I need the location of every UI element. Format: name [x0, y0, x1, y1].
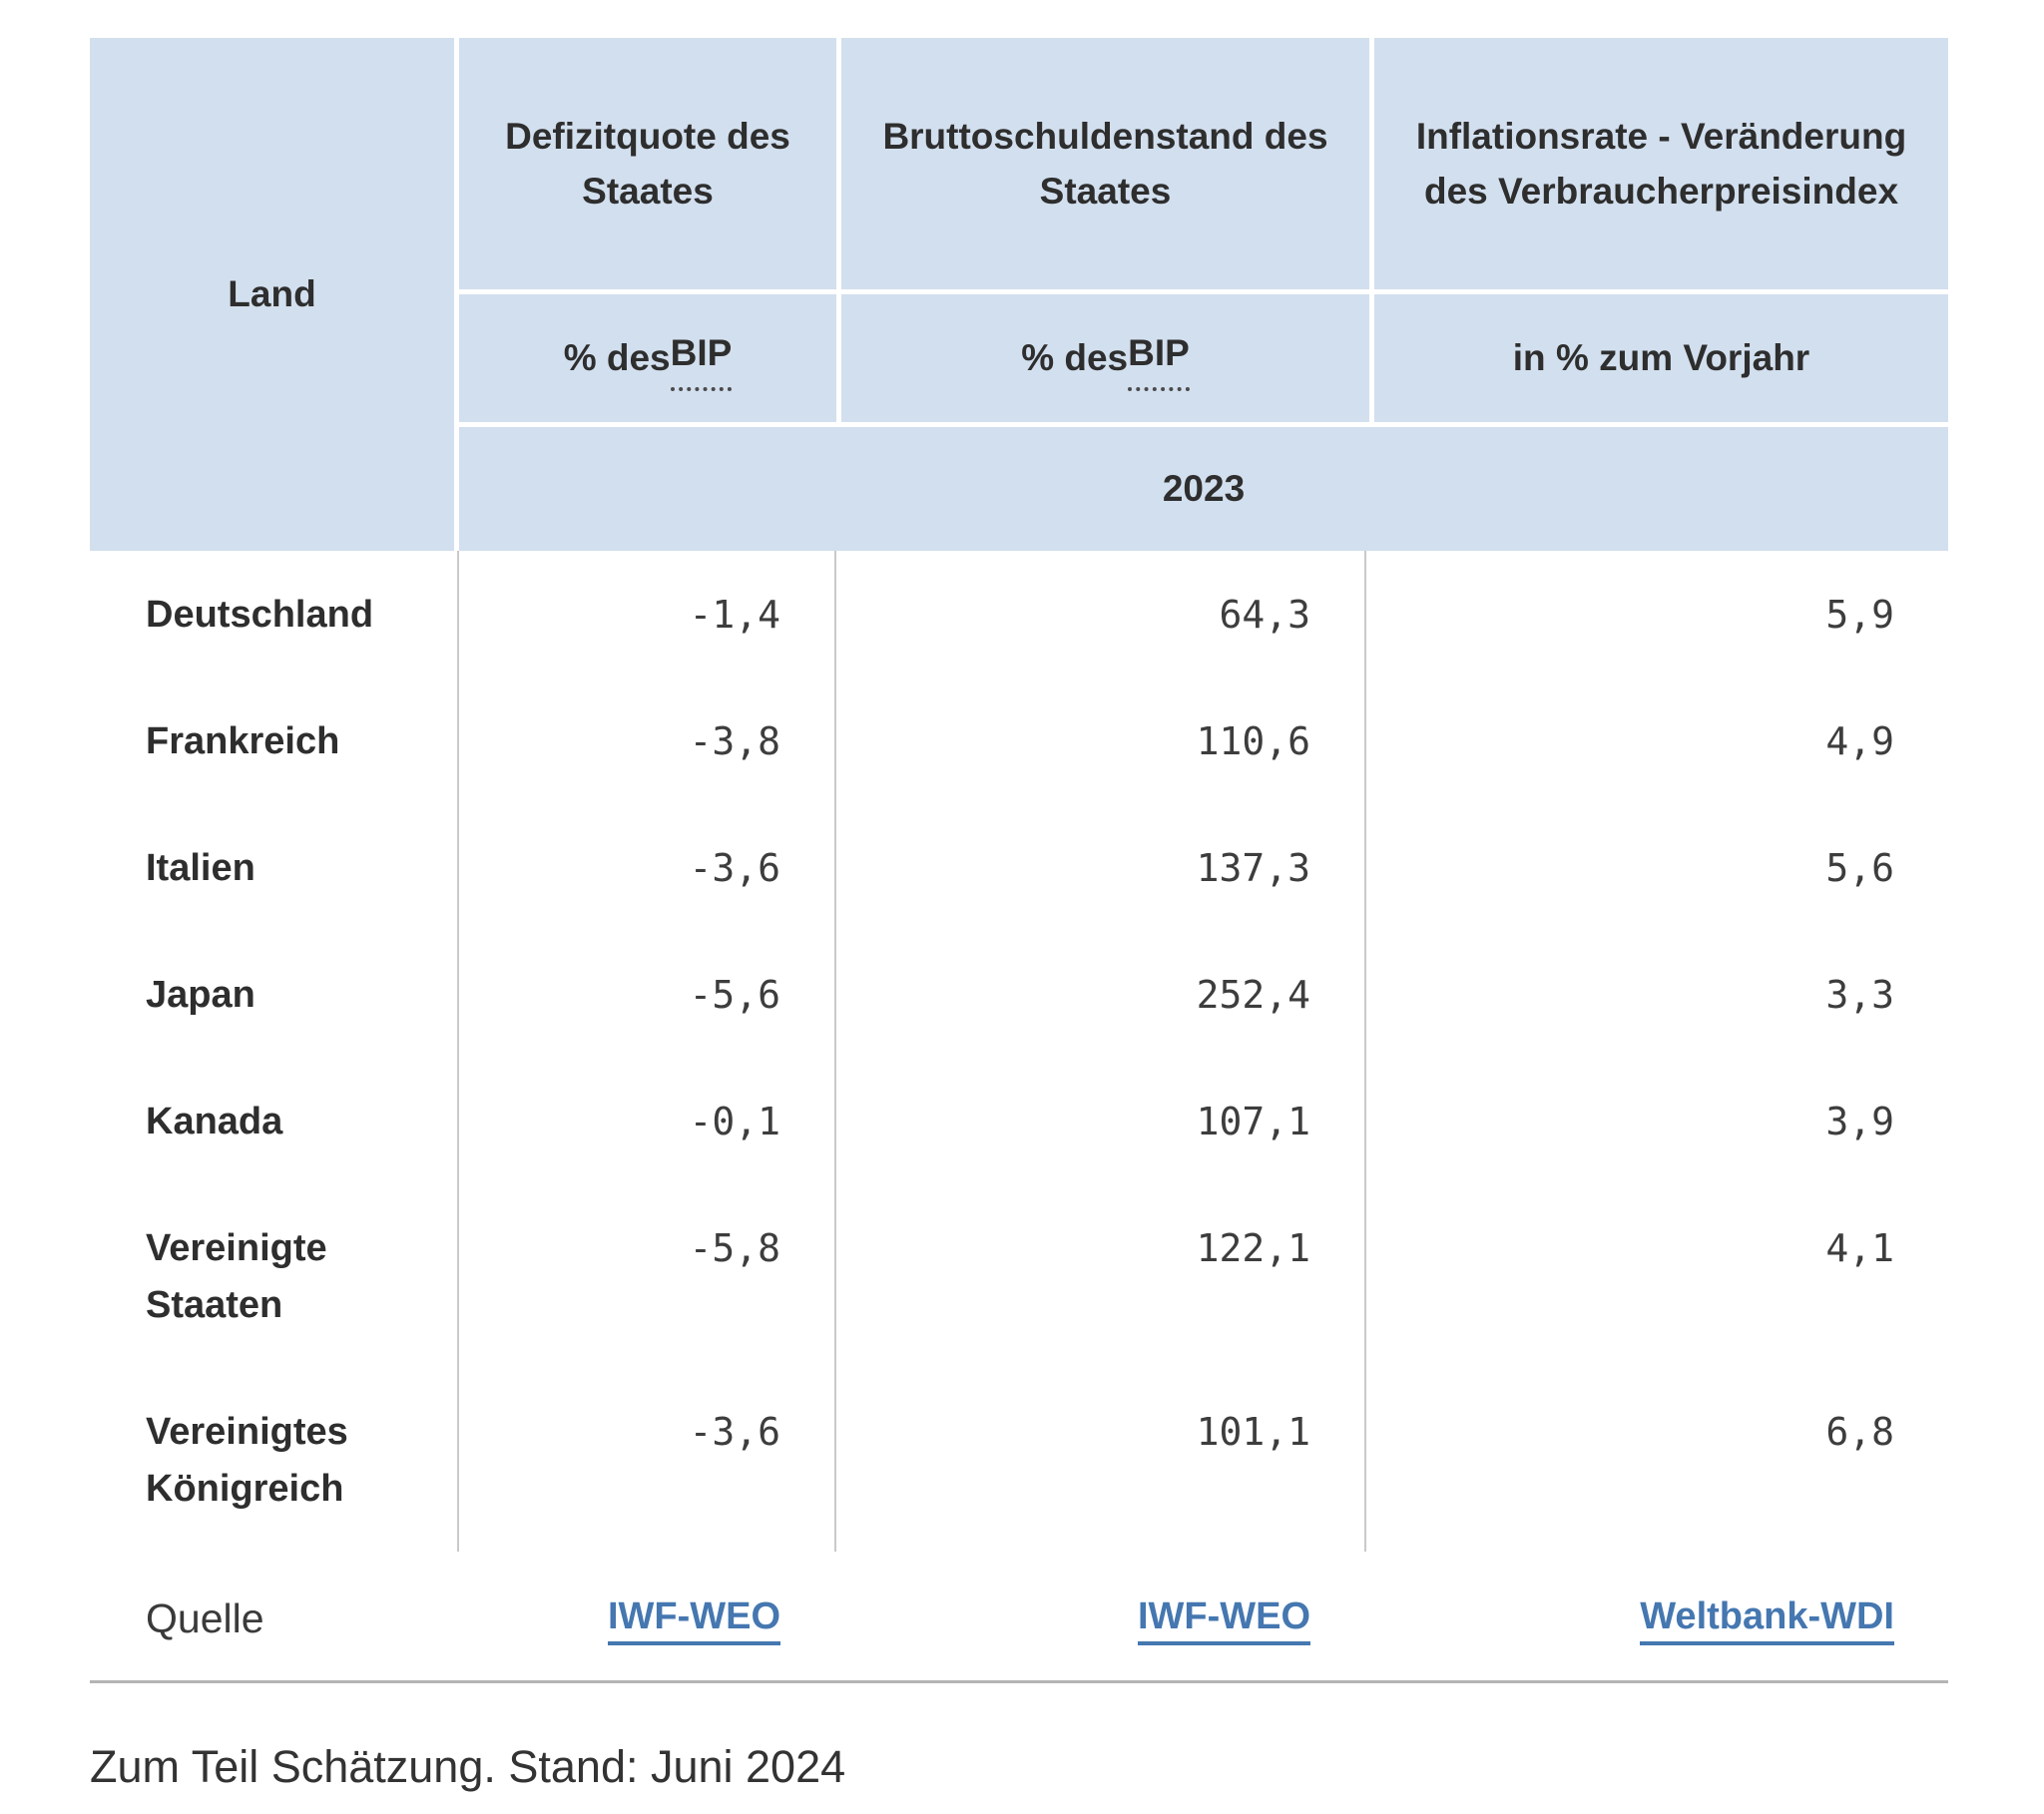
source-link-weltbank-wdi[interactable]: Weltbank-WDI [1640, 1595, 1894, 1645]
bruttoschuldenstand-value: 252,4 [834, 931, 1364, 1058]
bruttoschuldenstand-value: 64,3 [834, 551, 1364, 678]
land-label: Land [228, 273, 316, 315]
table-row: Vereinigte Staaten -5,8 122,1 4,1 [90, 1184, 1948, 1368]
table-row: Frankreich -3,8 110,6 4,9 [90, 678, 1948, 804]
bruttoschuldenstand-value: 101,1 [834, 1368, 1364, 1552]
inflationsrate-value: 5,9 [1364, 551, 1948, 678]
table-row: Deutschland -1,4 64,3 5,9 [90, 551, 1948, 678]
bip-abbreviation[interactable]: BIP [1128, 325, 1190, 392]
header-unit-defizitquote: % des BIP [459, 294, 836, 422]
table-row: Japan -5,6 252,4 3,3 [90, 931, 1948, 1058]
source-link-iwf-weo[interactable]: IWF-WEO [1137, 1595, 1310, 1645]
inflationsrate-value: 6,8 [1364, 1368, 1948, 1552]
inflationsrate-value: 5,6 [1364, 804, 1948, 931]
source-link-iwf-weo[interactable]: IWF-WEO [607, 1595, 780, 1645]
bruttoschuldenstand-value: 137,3 [834, 804, 1364, 931]
country-name: Frankreich [146, 720, 340, 762]
defizitquote-value: -3,8 [457, 678, 834, 804]
header-year-cell: 2023 [459, 427, 1948, 551]
bruttoschuldenstand-value: 107,1 [834, 1058, 1364, 1184]
inflationsrate-value: 4,1 [1364, 1184, 1948, 1368]
header-unit-bruttoschuldenstand: % des BIP [841, 294, 1369, 422]
defizitquote-value: -3,6 [457, 804, 834, 931]
g7-economy-table-page: Land Defizitquote des Staates Bruttoschu… [90, 38, 1948, 1798]
country-name: Japan [146, 974, 256, 1016]
table-row: Vereinigtes Königreich -3,6 101,1 6,8 [90, 1368, 1948, 1552]
inflationsrate-value: 3,9 [1364, 1058, 1948, 1184]
header-cell-land: Land [90, 38, 454, 551]
unit-text: % des [1021, 337, 1129, 379]
table-header: Land Defizitquote des Staates Bruttoschu… [90, 38, 1948, 551]
footer-divider [90, 1680, 1948, 1683]
unit-text: in % zum Vorjahr [1512, 337, 1810, 379]
defizitquote-value: -3,6 [457, 1368, 834, 1552]
bruttoschuldenstand-value: 110,6 [834, 678, 1364, 804]
table-body: Deutschland -1,4 64,3 5,9 Frankreich -3,… [90, 551, 1948, 1552]
table-row: Italien -3,6 137,3 5,6 [90, 804, 1948, 931]
defizitquote-value: -1,4 [457, 551, 834, 678]
country-name: Kanada [146, 1101, 283, 1142]
defizitquote-value: -5,6 [457, 931, 834, 1058]
header-unit-inflationsrate: in % zum Vorjahr [1374, 294, 1948, 422]
source-cell-bruttoschuldenstand: IWF-WEO [834, 1552, 1364, 1680]
source-cell-inflationsrate: Weltbank-WDI [1364, 1552, 1948, 1680]
table-row: Kanada -0,1 107,1 3,9 [90, 1058, 1948, 1184]
country-name: Italien [146, 847, 256, 889]
inflationsrate-value: 3,3 [1364, 931, 1948, 1058]
header-title-bruttoschuldenstand: Bruttoschuldenstand des Staates [841, 38, 1369, 289]
header-title-defizitquote: Defizitquote des Staates [459, 38, 836, 289]
defizitquote-value: -0,1 [457, 1058, 834, 1184]
inflationsrate-value: 4,9 [1364, 678, 1948, 804]
country-name: Vereinigte Staaten [146, 1227, 327, 1326]
bip-abbreviation[interactable]: BIP [670, 325, 733, 392]
source-cell-defizitquote: IWF-WEO [457, 1552, 834, 1680]
source-row: Quelle IWF-WEO IWF-WEO Weltbank-WDI [90, 1552, 1948, 1680]
header-title-inflationsrate: Inflationsrate - Veränderung des Verbrau… [1374, 38, 1948, 289]
unit-text: % des [563, 337, 671, 379]
footnote: Zum Teil Schätzung. Stand: Juni 2024 [90, 1741, 846, 1792]
country-name: Vereinigtes Königreich [146, 1411, 348, 1510]
defizitquote-value: -5,8 [457, 1184, 834, 1368]
country-name: Deutschland [146, 594, 374, 636]
bruttoschuldenstand-value: 122,1 [834, 1184, 1364, 1368]
source-label: Quelle [146, 1595, 264, 1641]
